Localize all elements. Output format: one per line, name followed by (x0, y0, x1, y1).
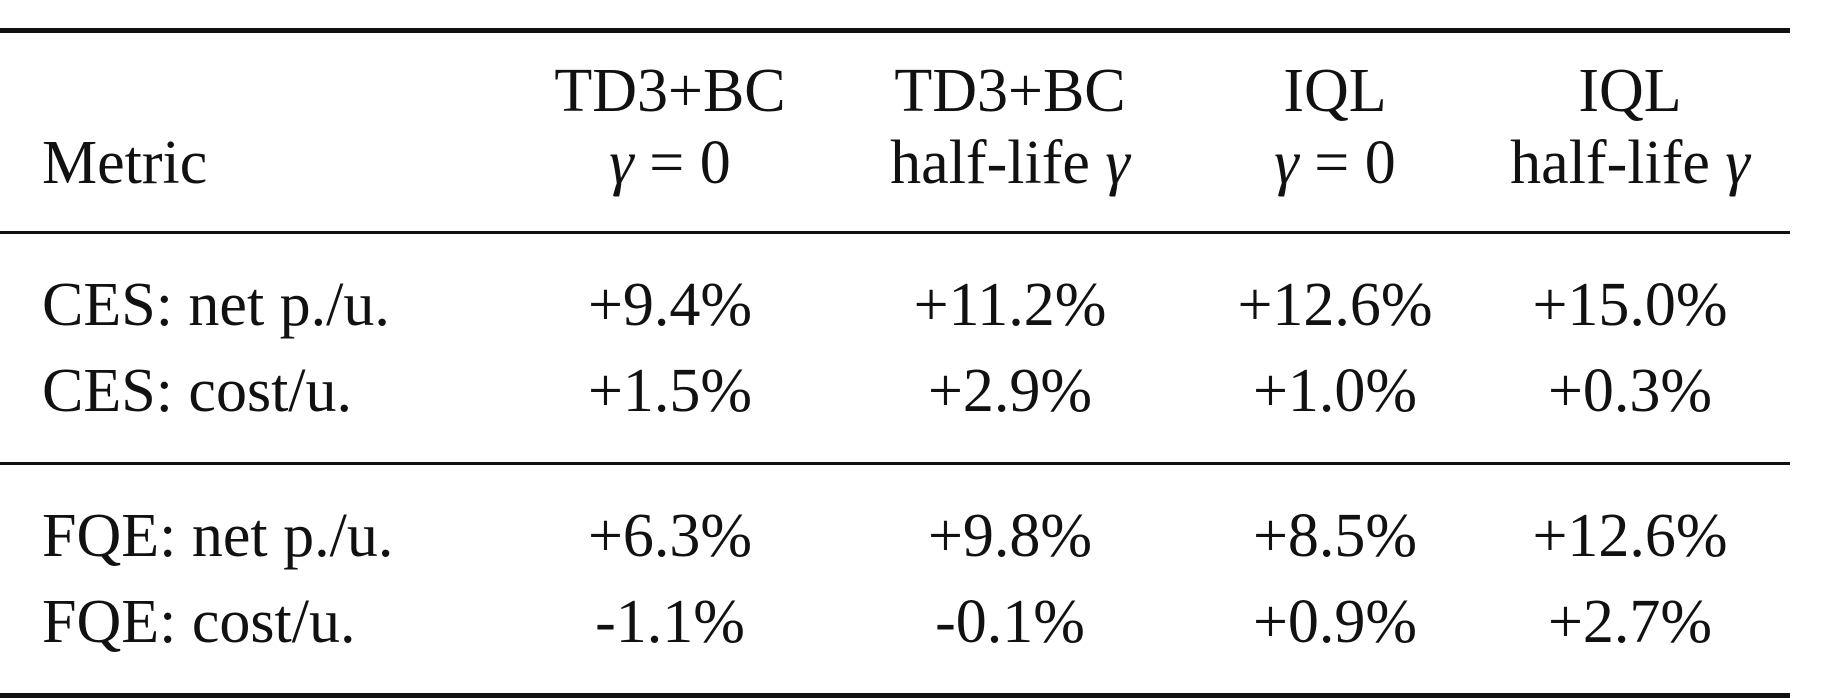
table-row: FQE: net p./u. +6.3% +9.8% +8.5% +12.6% (0, 464, 1790, 580)
header-row: Metric TD3+BC γ = 0 TD3+BC half-life γ I… (0, 30, 1790, 233)
table-cell: +11.2% (913, 271, 1107, 339)
header-iql-halflife-line2: half-life γ (1510, 129, 1750, 197)
results-table: Metric TD3+BC γ = 0 TD3+BC half-life γ I… (0, 28, 1790, 698)
table-row: FQE: cost/u. -1.1% -0.1% +0.9% +2.7% (0, 579, 1790, 696)
header-metric: Metric (0, 31, 520, 233)
table-cell: +12.6% (1532, 502, 1728, 570)
table-cell: +6.3% (587, 502, 753, 570)
table-cell: -0.1% (935, 588, 1085, 656)
header-td3bc-gamma0-line1: TD3+BC (554, 57, 786, 125)
row-metric-label: FQE: net p./u. (42, 502, 394, 570)
table-header: Metric TD3+BC γ = 0 TD3+BC half-life γ I… (0, 30, 1790, 233)
table-row: CES: net p./u. +9.4% +11.2% +12.6% +15.0… (0, 233, 1790, 349)
table-cell: +9.8% (927, 502, 1093, 570)
table-cell: -1.1% (595, 588, 745, 656)
table-cell: +0.3% (1547, 357, 1713, 425)
table-cell: +0.9% (1252, 588, 1418, 656)
header-iql-halflife-line1: IQL (1578, 57, 1682, 125)
table-cell: +1.5% (587, 357, 753, 425)
header-td3bc-halflife-line2: half-life γ (890, 129, 1130, 197)
table-cell: +9.4% (587, 271, 753, 339)
header-iql-halflife: IQL half-life γ (1470, 31, 1790, 233)
table-cell: +2.7% (1547, 588, 1713, 656)
row-metric-label: CES: net p./u. (42, 271, 390, 339)
table-cell: +2.9% (927, 357, 1093, 425)
table-cell: +1.0% (1252, 357, 1418, 425)
row-metric-label: CES: cost/u. (42, 357, 353, 425)
row-metric-label: FQE: cost/u. (42, 588, 356, 656)
header-td3bc-halflife: TD3+BC half-life γ (820, 31, 1200, 233)
table-row: CES: cost/u. +1.5% +2.9% +1.0% +0.3% (0, 348, 1790, 464)
table-cell: +12.6% (1237, 271, 1433, 339)
header-iql-gamma0-line2: γ = 0 (1274, 129, 1396, 197)
header-iql-gamma0-line1: IQL (1283, 57, 1387, 125)
table-cell: +15.0% (1532, 271, 1728, 339)
results-table-container: Metric TD3+BC γ = 0 TD3+BC half-life γ I… (0, 28, 1790, 698)
table-body: CES: net p./u. +9.4% +11.2% +12.6% +15.0… (0, 233, 1790, 696)
header-metric-label: Metric (42, 129, 208, 197)
header-iql-gamma0: IQL γ = 0 (1200, 31, 1470, 233)
table-cell: +8.5% (1252, 502, 1418, 570)
header-td3bc-halflife-line1: TD3+BC (894, 57, 1126, 125)
header-td3bc-gamma0-line2: γ = 0 (609, 129, 731, 197)
header-td3bc-gamma0: TD3+BC γ = 0 (520, 31, 820, 233)
